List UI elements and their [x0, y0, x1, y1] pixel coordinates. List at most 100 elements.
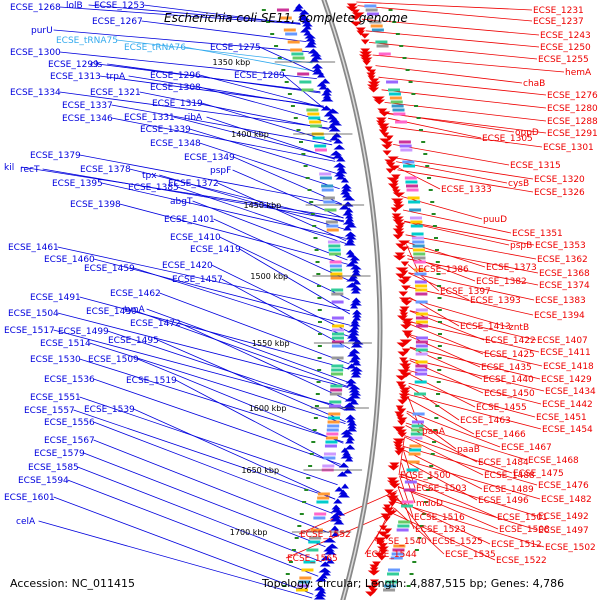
marker-dot — [423, 153, 428, 155]
right-gene-label: ECSE_1413 — [460, 322, 511, 332]
marker-dot — [301, 153, 306, 155]
left-gene-label: ECSE_1299 — [48, 60, 99, 70]
forward-cog-box — [279, 16, 292, 20]
reverse-gene-arrow — [394, 252, 405, 258]
left-gene-label: ECSE_1395 — [52, 179, 103, 189]
left-leader-line — [213, 218, 349, 281]
forward-cog-box — [331, 324, 344, 328]
right-gene-label: ECSE_1508 — [499, 525, 550, 535]
forward-cog-box — [309, 536, 322, 540]
reverse-cog-box — [415, 308, 428, 312]
forward-cog-box — [326, 228, 339, 232]
reverse-cog-box — [395, 120, 408, 124]
reverse-gene-arrow — [351, 12, 365, 18]
left-leader-line — [184, 46, 315, 72]
reverse-gene-arrow — [367, 75, 376, 81]
reverse-gene-arrow — [368, 87, 380, 93]
reverse-cog-box — [366, 12, 379, 16]
reverse-gene-arrow — [369, 564, 380, 570]
marker-dot — [429, 465, 434, 467]
reverse-cog-box — [415, 300, 428, 304]
forward-cog-box — [308, 116, 321, 120]
reverse-gene-arrow — [369, 579, 380, 585]
reverse-gene-arrow — [386, 480, 400, 486]
forward-gene-arrow — [349, 255, 361, 261]
right-leader-line — [389, 126, 543, 148]
forward-cog-box — [290, 48, 303, 52]
marker-dot — [414, 549, 419, 551]
forward-gene-arrow — [320, 555, 332, 561]
reverse-cog-box — [415, 340, 428, 344]
forward-gene-arrow — [344, 231, 357, 237]
right-gene-label: ECSE_1231 — [533, 6, 584, 16]
forward-cog-box — [325, 440, 338, 444]
marker-dot — [425, 489, 430, 491]
forward-gene-arrow — [343, 402, 356, 408]
right-leader-line — [408, 373, 476, 408]
right-leader-line — [399, 475, 414, 518]
forward-gene-arrow — [351, 360, 362, 366]
right-leader-line — [398, 437, 405, 476]
left-gene-label: trpA — [106, 72, 126, 82]
reverse-cog-box — [413, 256, 426, 260]
forward-gene-arrow — [333, 138, 344, 144]
reverse-gene-arrow — [371, 96, 385, 102]
reverse-gene-arrow — [381, 144, 393, 150]
reverse-gene-arrow — [358, 54, 372, 60]
forward-cog-box — [322, 464, 335, 468]
forward-cog-box — [314, 148, 327, 152]
reverse-gene-arrow — [377, 108, 388, 114]
left-leader-line — [141, 20, 307, 42]
left-leader-line — [259, 46, 316, 73]
forward-cog-box — [323, 200, 336, 204]
forward-gene-arrow — [352, 312, 362, 318]
reverse-cog-box — [411, 236, 424, 240]
marker-dot — [315, 261, 320, 263]
reverse-gene-arrow — [385, 162, 396, 168]
left-gene-label: ECSE_1378 — [80, 165, 131, 175]
reverse-gene-arrow — [390, 186, 400, 192]
marker-dot — [437, 333, 442, 335]
reverse-gene-arrow — [399, 387, 411, 393]
marker-dot — [314, 249, 319, 251]
reverse-gene-arrow — [398, 291, 409, 297]
reverse-gene-arrow — [369, 567, 379, 573]
left-leader-line — [175, 379, 341, 467]
left-gene-label: ECSE_1579 — [34, 449, 85, 459]
left-gene-label: ECSE_1462 — [110, 289, 161, 299]
forward-cog-box — [303, 560, 316, 564]
marker-dot — [317, 357, 322, 359]
forward-gene-arrow — [330, 525, 340, 531]
reverse-gene-arrow — [394, 411, 404, 417]
reverse-gene-arrow — [400, 300, 413, 306]
forward-gene-arrow — [352, 279, 362, 285]
marker-dot — [317, 321, 322, 323]
right-gene-label: ECSE_1455 — [476, 403, 527, 413]
reverse-gene-arrow — [387, 183, 399, 189]
left-leader-line — [133, 408, 336, 500]
reverse-gene-arrow — [366, 72, 376, 78]
right-gene-label: ECSE_1488 — [484, 471, 535, 481]
reverse-gene-arrow — [366, 585, 378, 591]
right-leader-line — [395, 157, 534, 180]
forward-gene-arrow — [346, 237, 355, 243]
reverse-gene-arrow — [399, 363, 412, 369]
right-leader-line — [409, 286, 534, 316]
forward-gene-arrow — [346, 426, 358, 432]
reverse-gene-arrow — [397, 384, 407, 390]
reverse-cog-box — [410, 432, 423, 436]
reverse-gene-arrow — [397, 351, 409, 357]
right-gene-label: ECSE_1476 — [538, 481, 589, 491]
right-gene-label: ECSE_1373 — [486, 263, 537, 273]
left-gene-label: ECSE_1334 — [10, 88, 61, 98]
left-leader-line — [177, 186, 347, 244]
forward-cog-box — [331, 356, 344, 360]
reverse-cog-box — [408, 452, 421, 456]
right-gene-label: ECSE_1503 — [416, 484, 467, 494]
marker-dot — [312, 429, 317, 431]
forward-gene-arrow — [348, 330, 360, 336]
right-gene-label: ECSE_1544 — [366, 550, 417, 560]
right-leader-line — [409, 346, 541, 380]
